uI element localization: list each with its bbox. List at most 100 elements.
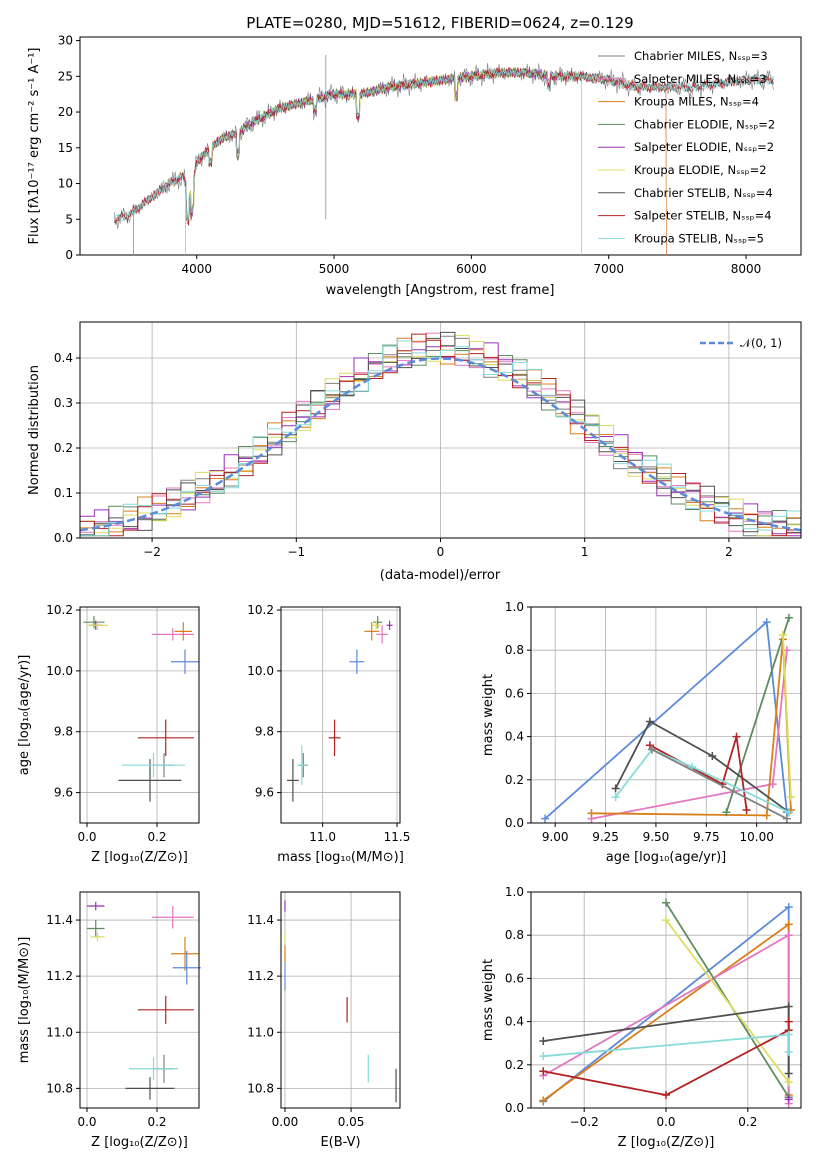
x-tick-label: 0.2 bbox=[147, 830, 166, 844]
weight-marker bbox=[732, 732, 741, 741]
spectrum-panel: PLATE=0280, MJD=51612, FIBERID=0624, z=0… bbox=[27, 14, 802, 298]
mass-vs-ebv-panel: 0.00 0.05 10.8 11.0 11.2 11.4 E(B-V) bbox=[247, 891, 401, 1150]
spectrum-line-kroupa-elodie bbox=[185, 67, 582, 255]
y-axis-label: mass weight bbox=[481, 674, 496, 756]
weight-marker bbox=[708, 752, 717, 761]
spectrum-line-salpeter-elodie bbox=[185, 67, 582, 255]
data-point-chabrier-elodie bbox=[373, 616, 383, 629]
y-tick-label: 11.0 bbox=[247, 1025, 274, 1039]
x-tick-label: 0.2 bbox=[147, 1115, 166, 1129]
y-tick-label: 11.2 bbox=[247, 969, 274, 983]
y-axis-label: age [log₁₀(age/yr)] bbox=[17, 655, 32, 776]
y-tick-label: 0.6 bbox=[505, 686, 524, 700]
x-tick-label: 0.00 bbox=[272, 1115, 299, 1129]
y-tick-label: 0.8 bbox=[505, 643, 524, 657]
x-tick-label: 0.2 bbox=[738, 1115, 757, 1129]
weight-line-chabrier-elodie bbox=[725, 617, 790, 813]
residuals-panel: −2 −1 0 1 2 0.0 0.1 0.2 0.3 0.4 𝒩(0, 1) (data-mod… bbox=[27, 321, 802, 583]
residuals-y-axis-label: Normed distribution bbox=[27, 365, 42, 495]
weight-marker bbox=[784, 1002, 793, 1011]
residuals-y-tick-label: 0.2 bbox=[54, 441, 73, 455]
weight-marker bbox=[662, 916, 670, 925]
spectrum-y-tick-label: 30 bbox=[58, 34, 73, 48]
weight-marker bbox=[784, 903, 793, 912]
data-point-chabrier-stelib bbox=[125, 1077, 175, 1100]
x-tick-label: 0.0 bbox=[656, 1115, 675, 1129]
weight-marker bbox=[611, 793, 620, 802]
weight-marker bbox=[722, 808, 731, 817]
spectrum-legend-label: Kroupa ELODIE, Nₛₛₚ=2 bbox=[634, 163, 767, 177]
spectrum-legend-label: Chabrier MILES, Nₛₛₚ=3 bbox=[634, 49, 768, 63]
y-tick-label: 11.4 bbox=[247, 913, 274, 927]
spectrum-legend: Chabrier MILES, Nₛₛₚ=3 Salpeter MILES, Nₛ… bbox=[598, 49, 775, 245]
weight-marker bbox=[784, 1030, 793, 1039]
residuals-y-tick-label: 0.3 bbox=[54, 396, 73, 410]
y-tick-label: 9.8 bbox=[255, 725, 274, 739]
spectrum-legend-label: Salpeter MILES, Nₛₛₚ=3 bbox=[634, 72, 767, 86]
weight-marker bbox=[784, 1078, 793, 1087]
x-tick-label: 11.5 bbox=[384, 830, 411, 844]
weight-marker bbox=[539, 1067, 548, 1076]
y-tick-label: 11.2 bbox=[46, 969, 73, 983]
y-tick-label: 0.0 bbox=[505, 1101, 524, 1115]
y-tick-label: 10.0 bbox=[46, 664, 73, 678]
weight-marker bbox=[784, 920, 793, 929]
weight-marker bbox=[762, 811, 771, 820]
age-vs-mass-panel: 11.0 11.5 9.6 9.8 10.0 10.2 mass [log₁₀(M/M⊙)] bbox=[247, 603, 410, 865]
spectrum-line-kroupa-miles bbox=[133, 67, 667, 256]
normal-legend-label: 𝒩(0, 1) bbox=[740, 336, 782, 350]
weight-marker bbox=[587, 809, 596, 818]
weight-marker bbox=[662, 898, 670, 907]
data-point-salpeter-miles bbox=[376, 625, 389, 644]
data-point-salpeter-stelib bbox=[328, 719, 341, 757]
data-point-salpeter-miles bbox=[151, 628, 194, 641]
y-tick-label: 0.4 bbox=[505, 1015, 524, 1029]
data-point-chabrier-stelib bbox=[118, 759, 182, 802]
x-axis-label: age [log₁₀(age/yr)] bbox=[606, 850, 727, 865]
x-axis-label: Z [log₁₀(Z/Z⊙)] bbox=[91, 850, 188, 865]
data-point-salpeter-stelib bbox=[137, 719, 194, 757]
data-point-kroupa-elodie bbox=[371, 620, 381, 630]
weight-marker bbox=[662, 1091, 670, 1100]
data-point-kroupa-stelib bbox=[129, 1057, 178, 1080]
spectrum-x-tick-label: 5000 bbox=[319, 262, 350, 276]
spectrum-legend-label: Chabrier STELIB, Nₛₛₚ=4 bbox=[634, 186, 773, 200]
spectrum-y-tick-label: 15 bbox=[58, 141, 73, 155]
x-tick-label: 9.75 bbox=[693, 830, 720, 844]
spectrum-legend-label: Chabrier ELODIE, Nₛₛₚ=2 bbox=[634, 117, 775, 131]
y-tick-label: 0.0 bbox=[505, 816, 524, 830]
weight-marker bbox=[539, 1096, 548, 1105]
spectrum-y-tick-label: 20 bbox=[58, 105, 73, 119]
data-point-kroupa-miles bbox=[174, 622, 192, 641]
weight-marker bbox=[645, 717, 654, 726]
data-point-salpeter-elodie bbox=[87, 901, 105, 911]
weight-marker bbox=[742, 806, 751, 815]
residuals-plot-area bbox=[79, 321, 802, 539]
x-tick-label: 9.00 bbox=[542, 830, 569, 844]
y-tick-label: 0.6 bbox=[505, 971, 524, 985]
residuals-x-tick-label: 0 bbox=[437, 545, 445, 559]
spectrum-y-tick-label: 0 bbox=[65, 248, 73, 262]
spectrum-plot-area bbox=[114, 54, 774, 256]
weight-marker bbox=[541, 814, 550, 823]
weight-marker bbox=[539, 1052, 548, 1061]
data-point-normal bbox=[172, 950, 201, 985]
y-tick-label: 9.8 bbox=[54, 725, 73, 739]
residuals-x-tick-label: −1 bbox=[287, 545, 305, 559]
data-point-kroupa-stelib bbox=[122, 753, 185, 778]
spectrum-legend-label: Salpeter STELIB, Nₛₛₚ=4 bbox=[634, 209, 772, 223]
data-point-salpeter-stelib bbox=[137, 995, 194, 1024]
data-point-kroupa-stelib bbox=[297, 745, 307, 785]
data-point-salpeter-miles bbox=[151, 906, 194, 929]
spectrum-x-tick-label: 4000 bbox=[181, 262, 212, 276]
y-tick-label: 0.2 bbox=[505, 773, 524, 787]
residuals-y-tick-label: 0.4 bbox=[54, 351, 73, 365]
residuals-x-axis-label: (data-model)/error bbox=[380, 568, 501, 583]
residuals-x-tick-label: −2 bbox=[143, 545, 161, 559]
residuals-x-tick-label: 2 bbox=[725, 545, 733, 559]
residuals-legend: 𝒩(0, 1) bbox=[700, 336, 782, 350]
axes-frame bbox=[79, 891, 200, 1109]
data-point-salpeter-elodie bbox=[386, 620, 393, 630]
x-tick-label: 9.50 bbox=[643, 830, 670, 844]
spectrum-legend-label: Salpeter ELODIE, Nₛₛₚ=2 bbox=[634, 140, 774, 154]
